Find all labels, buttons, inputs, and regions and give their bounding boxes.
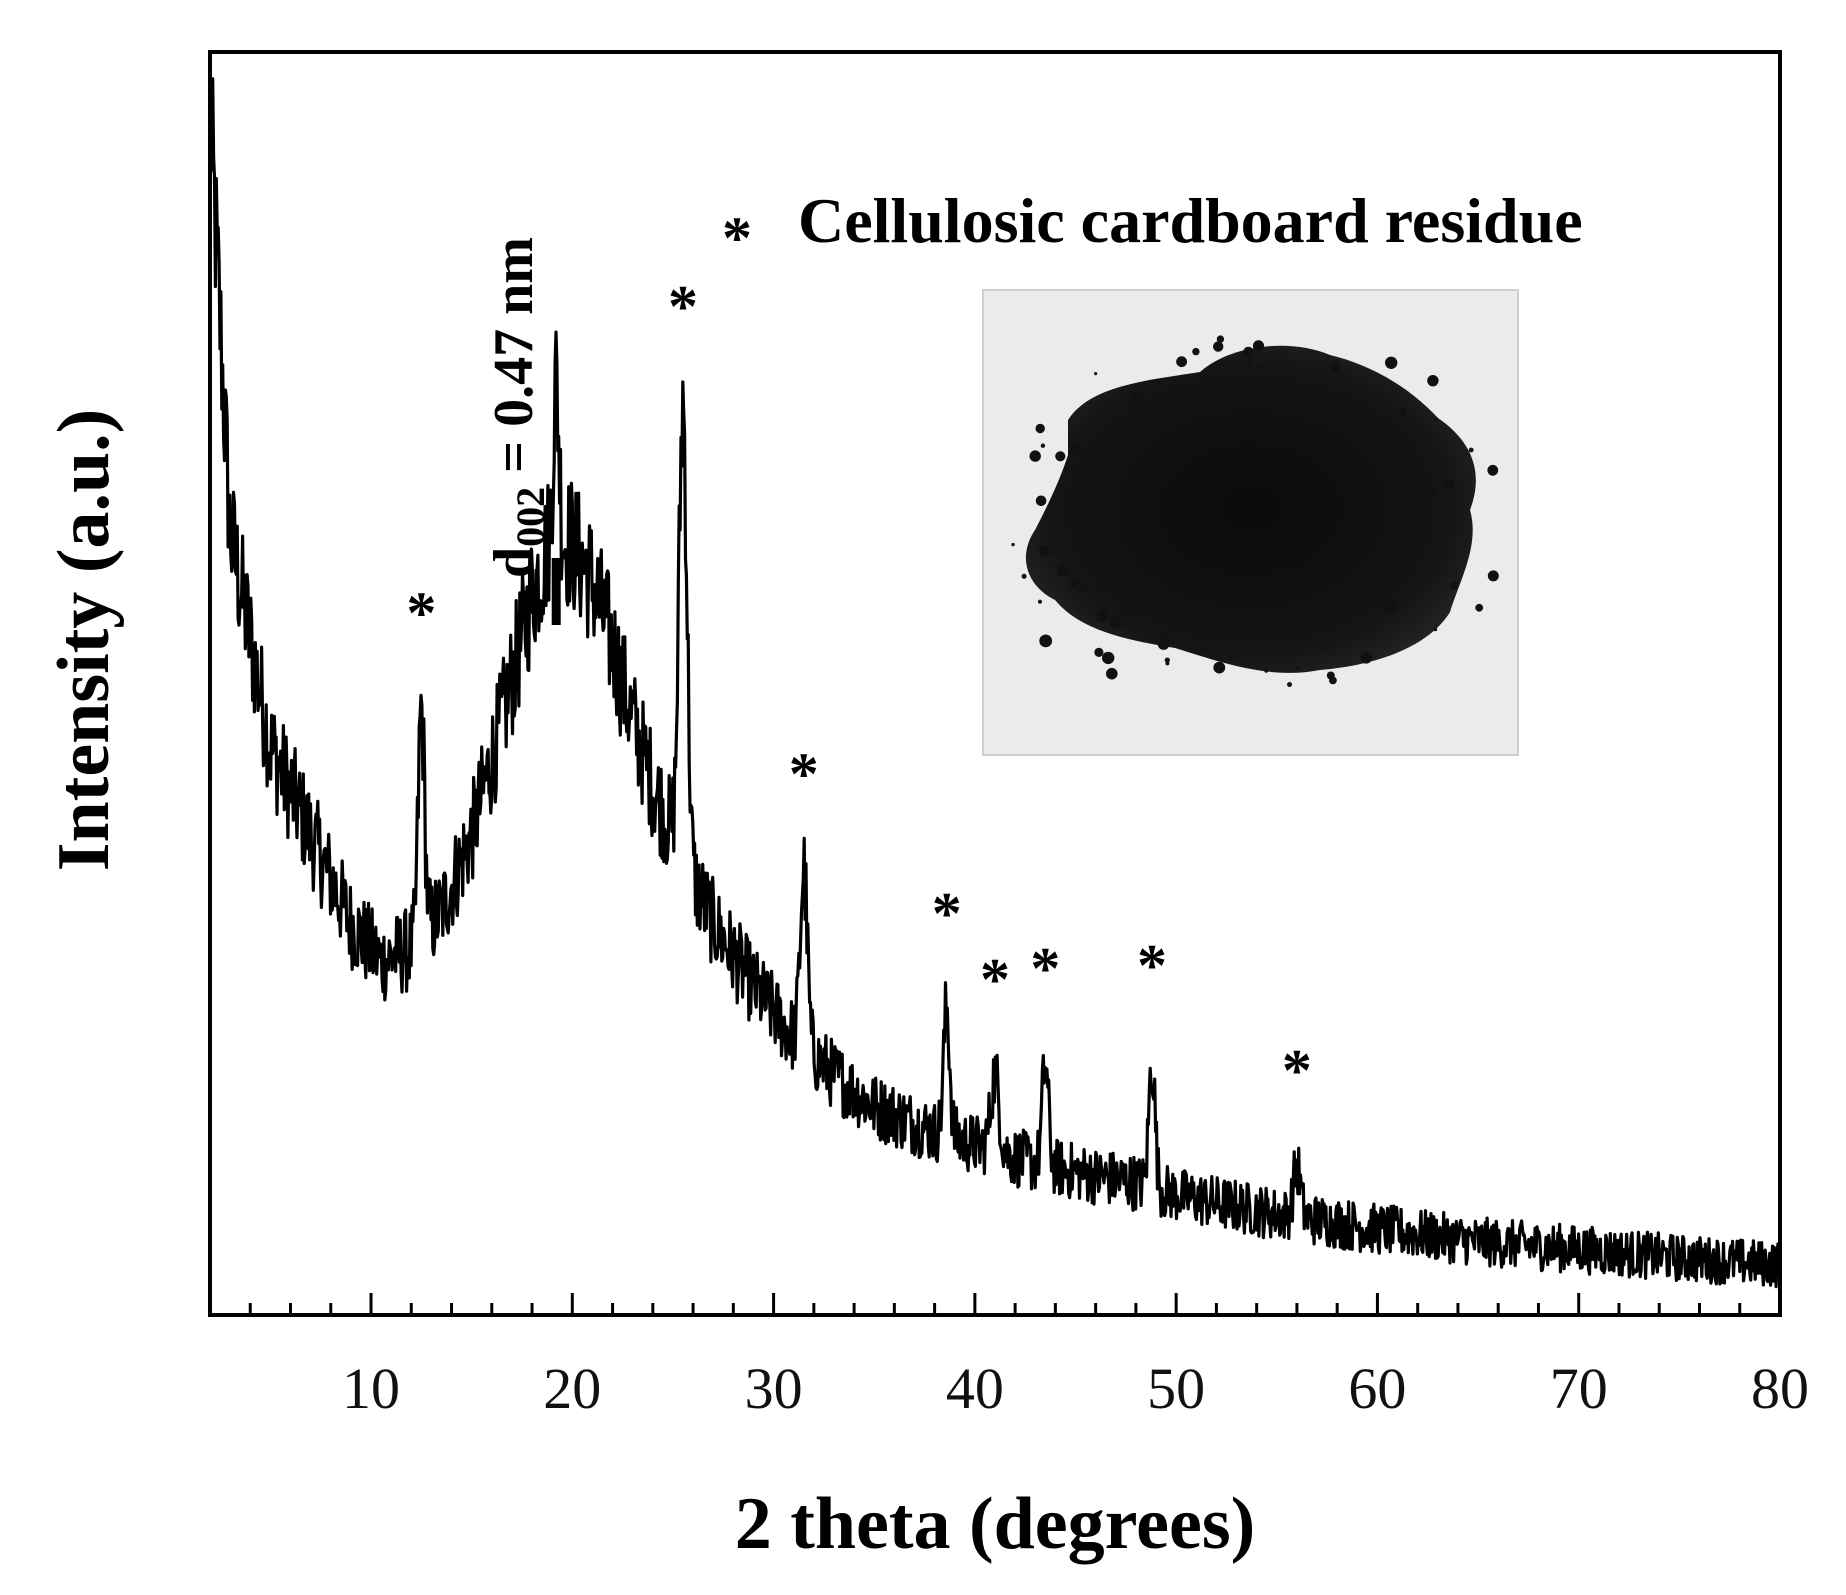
- peak-star-marker: *: [406, 580, 436, 646]
- peak-star-marker: *: [668, 274, 698, 340]
- legend: * Cellulosic cardboard residue: [722, 185, 1583, 271]
- peak-star-marker: *: [932, 881, 962, 947]
- x-tick-label: 40: [946, 1356, 1004, 1421]
- x-axis-ticks: [208, 1293, 1782, 1315]
- peak-star-marker: *: [1282, 1038, 1312, 1104]
- peak-star-marker: *: [1030, 936, 1060, 1002]
- peak-star-marker: *: [789, 741, 819, 807]
- y-axis-title: Intensity (a.u.): [43, 409, 125, 872]
- x-tick-label: 10: [342, 1356, 400, 1421]
- x-tick-label: 50: [1147, 1356, 1205, 1421]
- x-axis-tick-labels: 10 20 30 40 50 60 70 80: [342, 1356, 1809, 1421]
- x-axis-title: 2 theta (degrees): [735, 1483, 1256, 1565]
- plot-frame: [208, 50, 1782, 1317]
- x-tick-label: 70: [1550, 1356, 1608, 1421]
- x-tick-label: 30: [745, 1356, 803, 1421]
- carbon-powder-photo-icon: [1011, 335, 1499, 687]
- x-tick-label: 60: [1348, 1356, 1406, 1421]
- d002-annotation: d002 = 0.47 nm: [483, 237, 553, 578]
- xrd-trace-line: [208, 77, 1782, 1289]
- peak-markers: * * * * * * * *: [406, 274, 1312, 1104]
- x-tick-label: 80: [1751, 1356, 1809, 1421]
- legend-label: Cellulosic cardboard residue: [798, 185, 1583, 256]
- inset-photo: [982, 289, 1519, 756]
- peak-star-marker: *: [1137, 932, 1167, 998]
- legend-symbol: *: [722, 205, 752, 271]
- x-tick-label: 20: [543, 1356, 601, 1421]
- peak-star-marker: *: [980, 946, 1010, 1012]
